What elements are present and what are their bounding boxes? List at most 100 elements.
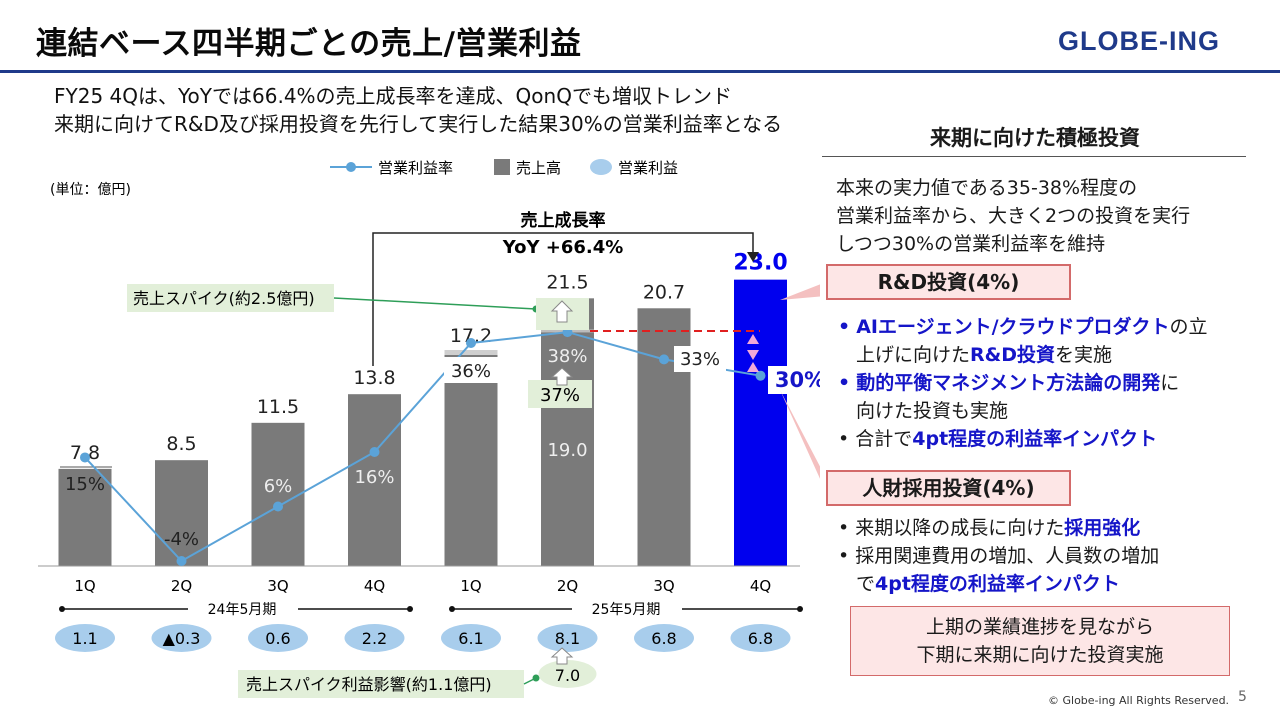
sales-bar <box>348 394 401 566</box>
legend-margin-marker <box>346 162 356 172</box>
profit-value-label: ▲0.3 <box>163 629 201 648</box>
growth-value: YoY +66.4% <box>502 237 624 258</box>
growth-arrowhead <box>747 252 759 262</box>
sales-value-label: 21.5 <box>546 271 588 293</box>
margin-marker <box>80 452 90 463</box>
profit-badge <box>730 624 791 652</box>
sales-value-label: 13.8 <box>353 367 395 389</box>
group-line-end <box>407 606 413 612</box>
margin-label-bg <box>768 366 820 394</box>
margin-value-label: 30% <box>775 368 820 392</box>
side-intro-line-3: しつつ30%の営業利益率を維持 <box>836 233 1106 255</box>
rd-investment-tag: R&D投資(4%) <box>826 264 1071 300</box>
group-label-bg <box>188 600 298 618</box>
x-tick-label: 2Q <box>171 577 192 595</box>
margin-label-bg <box>444 357 498 383</box>
unit-label: (単位：億円) <box>50 182 131 198</box>
profit-badge <box>248 624 308 652</box>
rd-bullet-2-line-2: 向けた投資も実施 <box>856 400 1009 422</box>
profit-badge <box>55 624 115 652</box>
margin-marker <box>273 501 283 512</box>
group-line-end <box>797 606 803 612</box>
spike-profit-callout: 売上スパイク利益影響(約1.1億円) <box>246 675 492 694</box>
hr-b2-l2-pre: で <box>856 573 876 595</box>
profit-value-label: 6.1 <box>458 629 483 648</box>
x-tick-label: 3Q <box>267 577 288 595</box>
spike-profit-badge <box>538 660 597 688</box>
hr-investment-tag: 人財採用投資(4%) <box>826 470 1071 506</box>
x-tick-label: 4Q <box>750 577 771 595</box>
margin-marker <box>755 370 766 381</box>
sales-value-label: 8.5 <box>166 433 196 455</box>
group-line-end <box>449 606 455 612</box>
margin-value-label: 6% <box>264 476 293 497</box>
profit-badge <box>344 624 405 652</box>
investment-timing-box: 上期の業績進捗を見ながら 下期に来期に向けた投資実施 <box>850 606 1230 676</box>
group-line-end <box>59 606 65 612</box>
spike-profit-dot <box>532 674 540 682</box>
margin-marker <box>176 556 187 566</box>
rd-bullet-3: • 合計で4pt程度の利益率インパクト <box>838 428 1158 450</box>
profit-value-label: 0.6 <box>265 629 290 648</box>
rd-bullet-2-blue: 動的平衡マネジメント方法論の開発 <box>856 372 1161 394</box>
profit-badge <box>151 624 212 652</box>
rd-b3-pre: 合計で <box>855 428 913 450</box>
side-intro-line-2: 営業利益率から、大きく2つの投資を実行 <box>836 205 1191 227</box>
profit-value-label: 2.2 <box>362 629 387 648</box>
side-heading: 来期に向けた積極投資 <box>930 126 1140 150</box>
margin-value-label: 36% <box>451 361 491 382</box>
spike-connector <box>333 297 537 310</box>
sales-value-label: 23.0 <box>733 251 787 276</box>
sales-bar <box>251 422 305 566</box>
spike-margin-arrow <box>550 367 574 386</box>
legend-profit-swatch <box>590 159 612 175</box>
hr-b1-blue: 採用強化 <box>1064 517 1141 539</box>
sales-bar <box>541 298 594 566</box>
rd-b1-l2-pre: 上げに向けた <box>856 344 971 366</box>
timing-line-2: 下期に来期に向けた投資実施 <box>916 644 1164 666</box>
margin-value-label: 33% <box>680 349 720 370</box>
spike-base-margin: 37% <box>540 385 580 406</box>
sales-bar <box>58 468 112 566</box>
profit-value-label: 6.8 <box>748 629 773 648</box>
growth-title: 売上成長率 <box>521 210 606 231</box>
x-tick-label: 3Q <box>653 577 674 595</box>
x-tick-label: 1Q <box>460 577 481 595</box>
profit-badge <box>441 624 501 652</box>
hr-b2-text: 採用関連費用の増加、人員数の増加 <box>855 545 1160 567</box>
margin-marker <box>659 354 669 365</box>
x-tick-label: 4Q <box>364 577 385 595</box>
spike-base-sales: 19.0 <box>547 440 587 461</box>
margin-value-label: 16% <box>354 467 394 488</box>
hr-bullet-2: • 採用関連費用の増加、人員数の増加 <box>838 545 1160 567</box>
rd-connector <box>780 284 820 300</box>
rd-bullet-1-rest: の立 <box>1169 316 1208 338</box>
margin-value-label: 15% <box>65 474 105 495</box>
brand-logo: GLOBE-ING <box>1058 26 1220 56</box>
legend-sales-label: 売上高 <box>516 159 561 177</box>
hr-connector <box>780 390 820 479</box>
page-number: 5 <box>1238 689 1247 705</box>
sales-value-label: 20.7 <box>643 281 685 303</box>
x-tick-label: 2Q <box>557 577 578 595</box>
spike-base-profit: 7.0 <box>555 666 580 685</box>
spike-callout: 売上スパイク(約2.5億円) <box>133 289 315 308</box>
margin-value-label: 38% <box>547 346 587 367</box>
margin-marker <box>369 447 380 457</box>
copyright: © Globe-ing All Rights Reserved. <box>1048 694 1230 707</box>
profit-value-label: 6.8 <box>651 629 676 648</box>
margin-label-bg <box>674 346 726 372</box>
profit-value-label: 1.1 <box>72 629 97 648</box>
legend-margin-label: 営業利益率 <box>378 159 453 177</box>
header-rule <box>0 70 1280 73</box>
profit-value-label: 8.1 <box>555 629 580 648</box>
subtitle-line-1: FY25 4Qは、YoYでは66.4%の売上成長率を達成、QonQでも増収トレン… <box>54 84 732 108</box>
rd-bullet-2-rest: に <box>1160 372 1180 394</box>
rd-bullet-1-line-2: 上げに向けたR&D投資を実施 <box>856 340 1112 367</box>
hr-bullet-1: • 来期以降の成長に向けた採用強化 <box>838 517 1141 539</box>
group-label: 25年5月期 <box>592 602 661 618</box>
group-label: 24年5月期 <box>208 602 277 618</box>
rd-b3-blue: 4pt程度の利益率インパクト <box>912 428 1158 450</box>
legend-profit-label: 営業利益 <box>618 159 678 177</box>
bar-tick <box>444 350 498 355</box>
